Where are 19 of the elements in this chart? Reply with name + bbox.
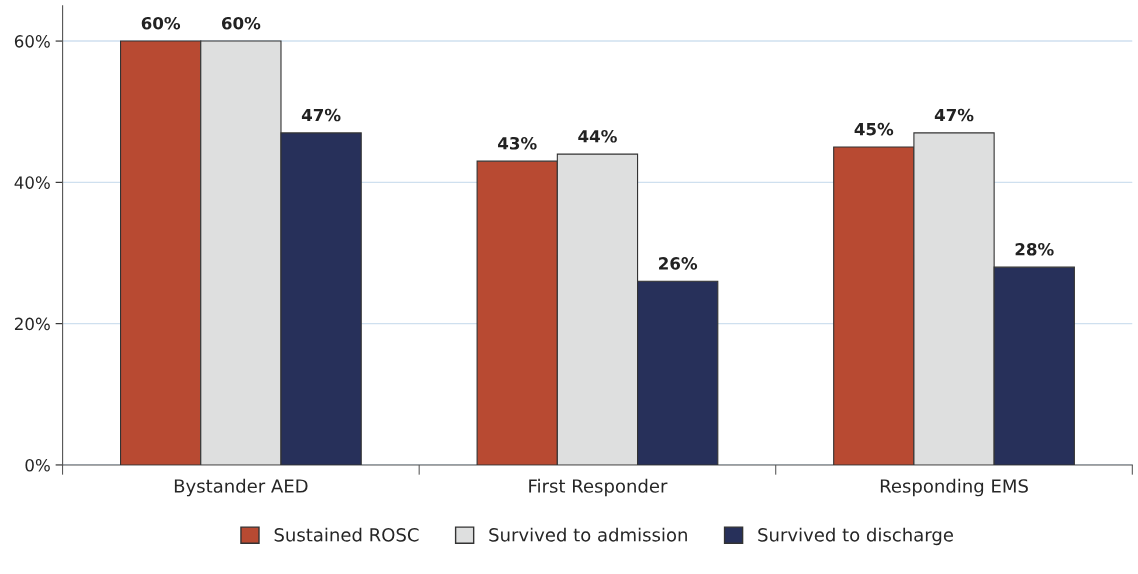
data-label: 60% bbox=[141, 16, 181, 30]
legend-label: Sustained ROSC bbox=[274, 527, 419, 542]
legend-label: Survived to admission bbox=[489, 527, 687, 542]
data-label: 47% bbox=[301, 108, 341, 122]
y-tick-label: 0% bbox=[25, 458, 50, 472]
legend-label: Survived to discharge bbox=[758, 527, 953, 546]
y-tick-label: 20% bbox=[14, 317, 50, 331]
y-tick-label: 60% bbox=[14, 35, 50, 48]
y-tick-label: 40% bbox=[14, 176, 50, 189]
data-label: 28% bbox=[1015, 242, 1054, 256]
x-tick-label: Bystander AED bbox=[174, 478, 308, 497]
data-label: 47% bbox=[934, 108, 974, 122]
data-label: 45% bbox=[854, 122, 894, 136]
x-tick-label: First Responder bbox=[529, 478, 668, 497]
data-label: 26% bbox=[659, 257, 698, 270]
data-label: 44% bbox=[578, 129, 617, 143]
data-label: 60% bbox=[221, 16, 261, 30]
data-label: 43% bbox=[498, 136, 537, 150]
x-tick-label: Responding EMS bbox=[880, 478, 1028, 497]
